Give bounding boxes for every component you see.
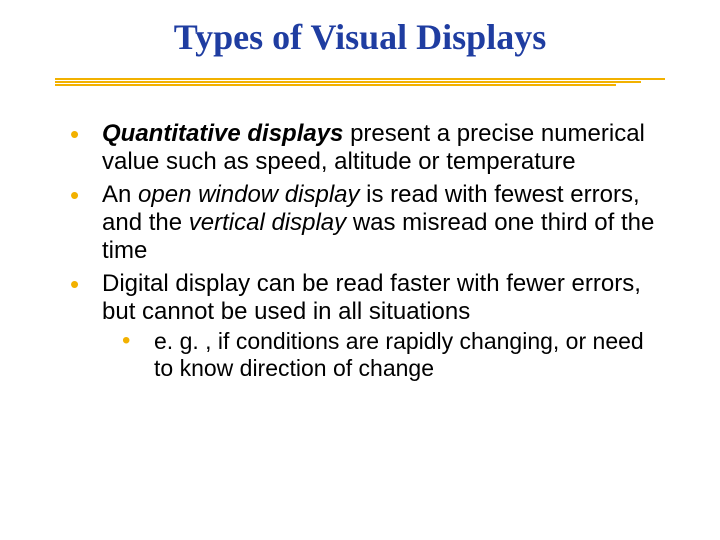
- text-run: Quantitative displays: [102, 120, 343, 147]
- text-run: vertical display: [189, 209, 346, 236]
- sub-bullet-list: e. g. , if conditions are rapidly changi…: [102, 328, 660, 382]
- slide-title: Types of Visual Displays: [174, 18, 546, 58]
- title-underline: [55, 78, 665, 86]
- text-run: open window display: [138, 181, 359, 208]
- underline-bar: [55, 78, 665, 80]
- bullet-item: An open window display is read with fewe…: [70, 181, 660, 266]
- bullet-list: Quantitative displays present a precise …: [70, 120, 660, 382]
- title-container: Types of Visual Displays: [0, 18, 720, 58]
- text-run: Digital display can be read faster with …: [102, 270, 641, 325]
- slide: Types of Visual Displays Quantitative di…: [0, 0, 720, 540]
- bullet-item: Quantitative displays present a precise …: [70, 120, 660, 177]
- slide-body: Quantitative displays present a precise …: [70, 120, 660, 386]
- sub-bullet-item: e. g. , if conditions are rapidly changi…: [122, 328, 660, 382]
- underline-bar: [55, 81, 641, 83]
- underline-bar: [55, 84, 616, 86]
- text-run: An: [102, 181, 138, 208]
- text-run: e. g. , if conditions are rapidly changi…: [154, 328, 644, 381]
- bullet-item: Digital display can be read faster with …: [70, 270, 660, 383]
